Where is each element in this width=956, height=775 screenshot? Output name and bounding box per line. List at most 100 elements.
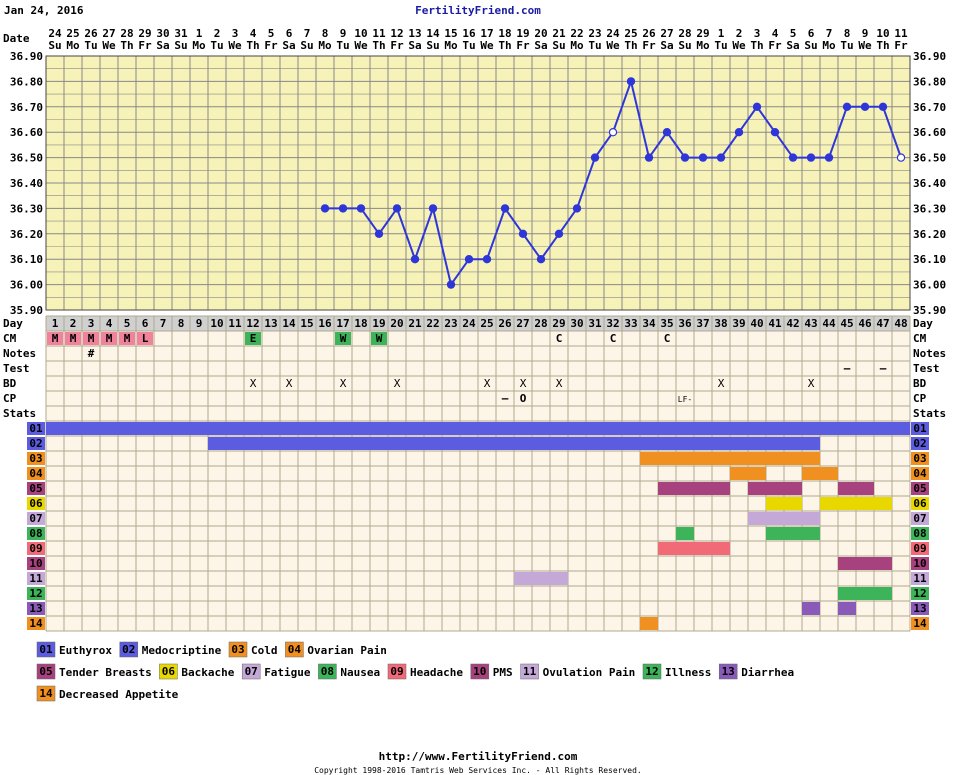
y-tick-label-left: 36.80 [10,75,43,88]
temperature-point [680,153,690,162]
symptom-id-badge [27,422,45,435]
symptom-id-left: 11 [29,572,43,585]
symptom-id-badge-right [911,497,929,510]
cp-mark: LF- [678,395,692,404]
header-site[interactable]: FertilityFriend.com [415,4,541,17]
y-tick-label-right: 36.10 [913,253,946,266]
weekday-label: We [354,39,368,52]
weekday-label: Tu [462,39,475,52]
temperature-line-segment [396,208,416,260]
weekday-label: Mo [822,39,836,52]
day-number: 7 [160,317,167,330]
bd-mark: X [286,377,293,390]
date-row-label: Date [3,32,30,45]
weekday-label: We [732,39,746,52]
test-mark: – [880,362,887,375]
legend-swatch [36,685,56,702]
weekday-label: Fr [390,39,404,52]
day-number: 47 [876,317,889,330]
symptom-id-badge [27,452,45,465]
date-tick-label: 30 [156,27,169,40]
legend-name: Cold [251,644,278,657]
symptom-id-badge-right [911,452,929,465]
date-tick-label: 1 [718,27,725,40]
y-tick-label-left: 36.60 [10,126,43,139]
symptom-bar-02 [208,437,820,450]
day-number: 43 [804,317,817,330]
footer-url[interactable]: http://www.FertilityFriend.com [379,750,578,763]
date-tick-label: 29 [696,27,709,40]
symptom-id-left: 02 [29,437,42,450]
cm-mark: M [52,332,59,345]
day-number: 31 [588,317,602,330]
symptom-id-badge-right [911,602,929,615]
date-tick-label: 27 [660,27,673,40]
temperature-point [734,127,744,137]
date-tick-label: 14 [426,27,440,40]
temperature-point [482,255,492,264]
symptom-id-left: 07 [29,512,42,525]
temperature-point [806,153,816,162]
symptom-bar-05 [748,482,802,495]
temperature-point [860,102,870,112]
weekday-label: We [228,39,242,52]
day-number: 15 [300,317,313,330]
symptom-id-badge [27,512,45,525]
symptom-id-badge-right [911,512,929,525]
date-tick-label: 3 [754,27,761,40]
temperature-point [446,280,456,289]
day-number: 4 [106,317,113,330]
weekday-label: Su [174,39,187,52]
temperature-line-segment [720,131,740,159]
temperature-line-segment [576,157,596,209]
cm-cell [101,332,117,345]
weekday-label: Fr [642,39,656,52]
symptom-id-right: 04 [913,467,927,480]
symptom-id-badge [27,542,45,555]
legend-swatch [520,663,539,680]
date-tick-label: 19 [516,27,529,40]
temperature-line-segment [558,207,578,235]
symptom-bar-12 [838,587,892,600]
weekday-label: Tu [84,39,97,52]
date-tick-label: 17 [480,27,493,40]
legend-id: 03 [231,643,244,656]
weekday-label: We [102,39,116,52]
day-number: 29 [552,317,565,330]
symptom-id-badge [27,617,45,630]
temperature-point [590,153,600,162]
symptom-id-right: 10 [913,557,926,570]
date-tick-label: 10 [354,27,367,40]
legend-id: 12 [645,665,658,678]
symptom-id-left: 13 [29,602,42,615]
temperature-line-segment [666,131,686,159]
legend-swatch [387,663,407,680]
cm-mark: C [556,332,563,345]
day-number: 16 [318,317,332,330]
day-number: 13 [264,317,277,330]
y-tick-label-left: 36.30 [10,202,43,215]
temperature-point [896,153,906,162]
day-number: 22 [426,317,439,330]
symptom-bar-08 [676,527,694,540]
weekday-label: Su [678,39,691,52]
row-label-right-cp: CP [913,392,927,405]
weekday-label: Sa [660,39,673,52]
symptom-id-left: 10 [29,557,42,570]
day-number: 32 [606,317,619,330]
temperature-point [644,153,654,162]
legend-name: Ovarian Pain [307,644,386,657]
cm-cell [65,332,81,345]
date-tick-label: 8 [844,27,851,40]
symptom-bar-04 [802,467,838,480]
weekday-label: Mo [696,39,710,52]
bd-mark: X [556,377,563,390]
bd-mark: X [718,377,725,390]
temperature-line-segment [756,106,776,133]
date-tick-label: 20 [534,27,547,40]
symptom-id-badge-right [911,422,929,435]
row-label-stats: Stats [3,407,36,420]
day-number: 21 [408,317,422,330]
date-tick-label: 6 [808,27,815,40]
